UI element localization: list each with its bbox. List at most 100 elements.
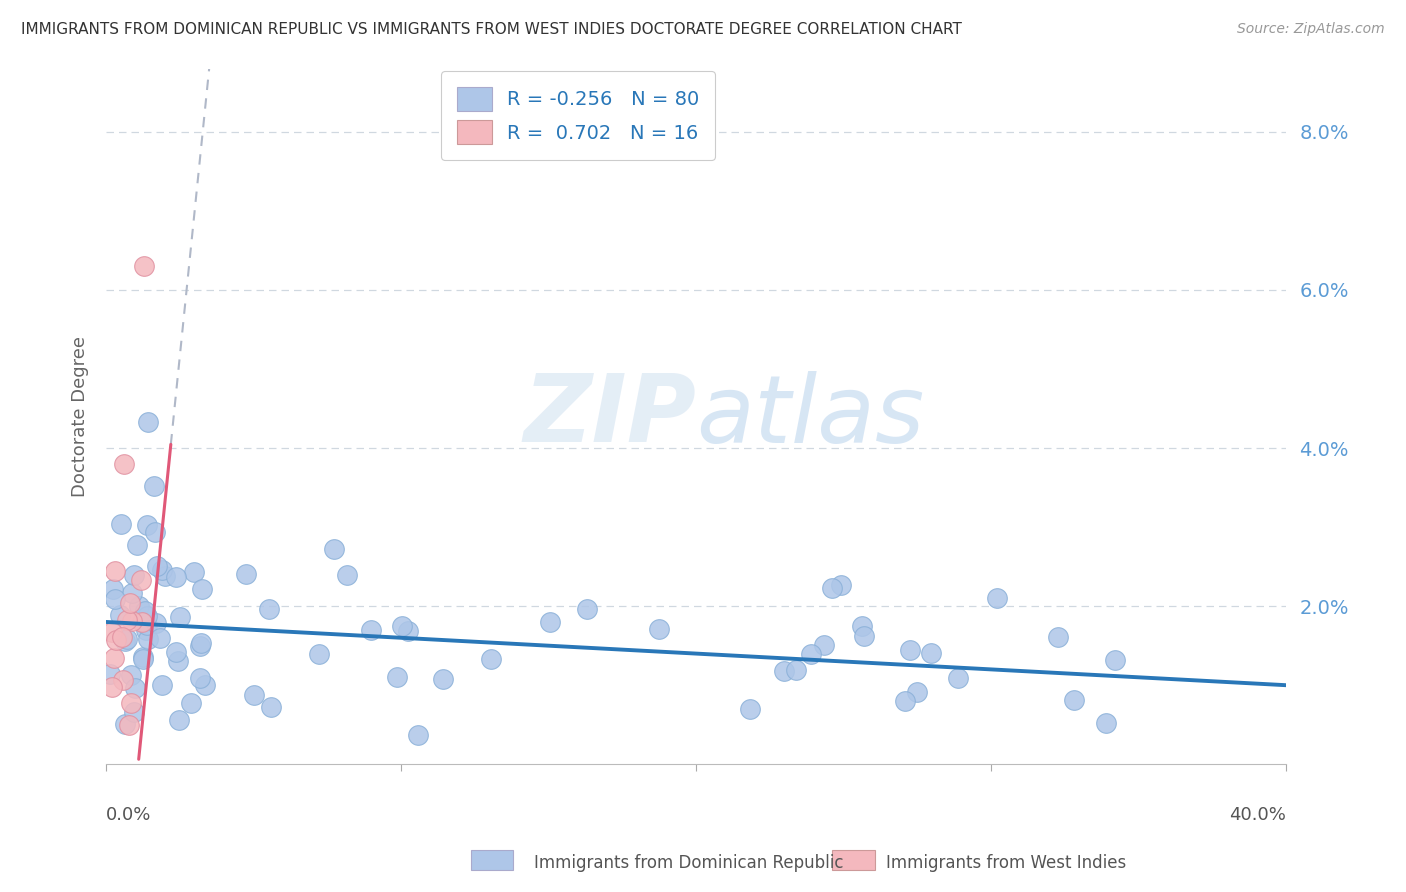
Point [648, 622, 671, 636]
Point [131, 649, 153, 664]
Point [821, 581, 844, 595]
Point [122, 568, 145, 582]
Point [257, 602, 280, 616]
Point [135, 517, 157, 532]
Point [1063, 693, 1085, 707]
Point [101, 582, 124, 596]
Point [115, 614, 138, 628]
Text: 0.0%: 0.0% [105, 806, 152, 824]
Text: Source: ZipAtlas.com: Source: ZipAtlas.com [1237, 22, 1385, 37]
Point [167, 654, 190, 668]
Point [576, 602, 599, 616]
Point [120, 668, 142, 682]
Point [243, 688, 266, 702]
Point [740, 701, 762, 715]
Point [104, 591, 127, 606]
Point [121, 586, 143, 600]
Point [1095, 715, 1118, 730]
Point [1104, 653, 1126, 667]
Point [946, 671, 969, 685]
Point [100, 666, 122, 681]
Point [190, 672, 212, 686]
Point [479, 652, 502, 666]
Point [132, 651, 155, 665]
Point [118, 717, 141, 731]
Point [894, 694, 917, 708]
Point [853, 629, 876, 643]
Point [830, 578, 852, 592]
Point [153, 569, 176, 583]
Point [101, 625, 124, 640]
Y-axis label: Doctorate Degree: Doctorate Degree [72, 336, 89, 497]
Point [169, 610, 191, 624]
Point [104, 564, 127, 578]
Point [120, 596, 142, 610]
Point [813, 638, 835, 652]
Point [121, 614, 143, 628]
Point [396, 624, 419, 639]
Point [387, 670, 409, 684]
Point [101, 680, 124, 694]
Text: 40.0%: 40.0% [1229, 806, 1286, 824]
Point [336, 567, 359, 582]
Point [103, 650, 125, 665]
Point [191, 582, 214, 596]
Point [108, 607, 131, 622]
Text: Immigrants from West Indies: Immigrants from West Indies [886, 854, 1126, 871]
Text: IMMIGRANTS FROM DOMINICAN REPUBLIC VS IMMIGRANTS FROM WEST INDIES DOCTORATE DEGR: IMMIGRANTS FROM DOMINICAN REPUBLIC VS IM… [21, 22, 962, 37]
Point [150, 678, 173, 692]
Point [920, 646, 942, 660]
Point [408, 728, 430, 742]
Point [986, 591, 1008, 605]
Point [122, 705, 145, 719]
Point [134, 604, 156, 618]
Point [323, 541, 346, 556]
Point [169, 713, 191, 727]
Point [136, 618, 159, 632]
Legend: R = -0.256   N = 80, R =  0.702   N = 16: R = -0.256 N = 80, R = 0.702 N = 16 [441, 71, 716, 160]
Point [165, 570, 187, 584]
Point [112, 457, 135, 471]
Point [111, 630, 134, 644]
Point [105, 633, 128, 648]
Point [785, 663, 807, 677]
Point [143, 479, 166, 493]
Point [360, 624, 382, 638]
Point [111, 673, 134, 687]
Point [138, 632, 160, 647]
Point [180, 696, 202, 710]
Point [136, 415, 159, 429]
Point [308, 647, 330, 661]
Point [432, 672, 454, 686]
Point [125, 538, 148, 552]
Point [145, 615, 167, 630]
Point [131, 615, 153, 629]
Point [391, 619, 413, 633]
Text: Immigrants from Dominican Republic: Immigrants from Dominican Republic [534, 854, 844, 871]
Point [129, 574, 152, 588]
Point [165, 645, 187, 659]
Point [905, 685, 928, 699]
Point [110, 516, 132, 531]
Point [134, 259, 156, 273]
Point [538, 615, 561, 629]
Point [235, 566, 257, 581]
Point [124, 681, 146, 696]
Point [114, 634, 136, 648]
Point [135, 623, 157, 637]
Point [260, 700, 283, 714]
Point [143, 524, 166, 539]
Point [800, 647, 823, 661]
Point [188, 639, 211, 653]
Point [149, 631, 172, 645]
Point [115, 632, 138, 646]
Point [851, 619, 873, 633]
Point [150, 563, 173, 577]
Point [183, 565, 205, 579]
Point [194, 678, 217, 692]
Point [128, 599, 150, 613]
Point [120, 696, 142, 710]
Point [773, 664, 796, 678]
Point [1047, 631, 1070, 645]
Text: atlas: atlas [696, 371, 924, 462]
